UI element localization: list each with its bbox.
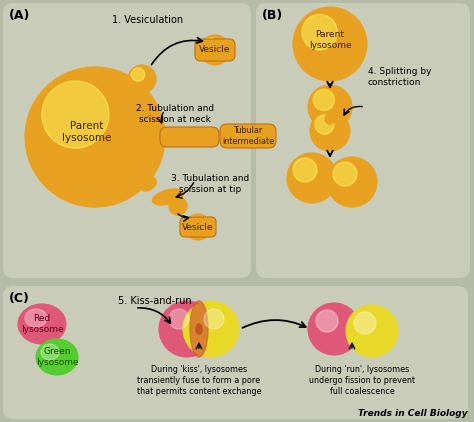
Circle shape (293, 158, 317, 182)
Ellipse shape (18, 304, 66, 344)
Text: Green
lysosome: Green lysosome (36, 347, 78, 367)
Ellipse shape (36, 339, 78, 375)
FancyBboxPatch shape (195, 39, 235, 61)
Text: Tubular
intermediate: Tubular intermediate (222, 126, 274, 146)
Circle shape (327, 157, 377, 207)
Text: 2. Tubulation and
scission at neck: 2. Tubulation and scission at neck (136, 104, 214, 124)
Circle shape (354, 312, 376, 334)
Circle shape (169, 197, 187, 215)
FancyBboxPatch shape (3, 286, 468, 419)
Circle shape (204, 309, 224, 329)
Circle shape (333, 162, 357, 186)
Circle shape (315, 115, 334, 134)
Text: During 'run', lysosomes
undergo fission to prevent
full coalescence: During 'run', lysosomes undergo fission … (309, 365, 415, 396)
Text: Parent
lysosome: Parent lysosome (309, 30, 351, 50)
Circle shape (188, 216, 201, 229)
Circle shape (310, 111, 350, 151)
Circle shape (316, 310, 338, 332)
Circle shape (159, 301, 215, 357)
Ellipse shape (196, 324, 202, 334)
Circle shape (42, 81, 109, 148)
Circle shape (183, 301, 239, 357)
Text: Trends in Cell Biology: Trends in Cell Biology (358, 409, 468, 418)
Text: Vesicle: Vesicle (199, 46, 231, 54)
Ellipse shape (140, 177, 156, 191)
FancyBboxPatch shape (3, 3, 251, 278)
Text: 4. Splitting by
constriction: 4. Splitting by constriction (368, 67, 431, 87)
Circle shape (346, 305, 398, 357)
Circle shape (169, 309, 189, 329)
Circle shape (185, 214, 211, 240)
FancyBboxPatch shape (220, 124, 276, 148)
Text: 5. Kiss-and-run: 5. Kiss-and-run (118, 296, 191, 306)
Circle shape (308, 85, 352, 129)
Text: Vesicle: Vesicle (182, 222, 214, 232)
Text: Parent
lysosome: Parent lysosome (62, 121, 112, 143)
Circle shape (313, 89, 334, 111)
Circle shape (200, 35, 230, 65)
Ellipse shape (190, 301, 208, 357)
Text: Red
lysosome: Red lysosome (21, 314, 64, 334)
FancyBboxPatch shape (256, 3, 470, 278)
Ellipse shape (325, 114, 335, 124)
Ellipse shape (41, 344, 59, 360)
Circle shape (25, 67, 165, 207)
Text: During 'kiss', lysosomes
transiently fuse to form a pore
that permits content ex: During 'kiss', lysosomes transiently fus… (137, 365, 261, 396)
Circle shape (308, 303, 360, 355)
Circle shape (302, 14, 337, 50)
Circle shape (204, 38, 218, 52)
Text: (A): (A) (9, 9, 30, 22)
Circle shape (293, 7, 367, 81)
Text: (B): (B) (262, 9, 283, 22)
FancyBboxPatch shape (180, 217, 216, 237)
Text: 3. Tubulation and
scission at tip: 3. Tubulation and scission at tip (171, 174, 249, 194)
FancyBboxPatch shape (160, 127, 219, 147)
Ellipse shape (153, 189, 183, 205)
Ellipse shape (152, 130, 174, 144)
Text: (C): (C) (9, 292, 30, 305)
Text: 1. Vesiculation: 1. Vesiculation (112, 15, 183, 25)
Ellipse shape (25, 309, 47, 327)
Circle shape (287, 153, 337, 203)
Circle shape (131, 68, 145, 81)
Circle shape (128, 65, 156, 93)
